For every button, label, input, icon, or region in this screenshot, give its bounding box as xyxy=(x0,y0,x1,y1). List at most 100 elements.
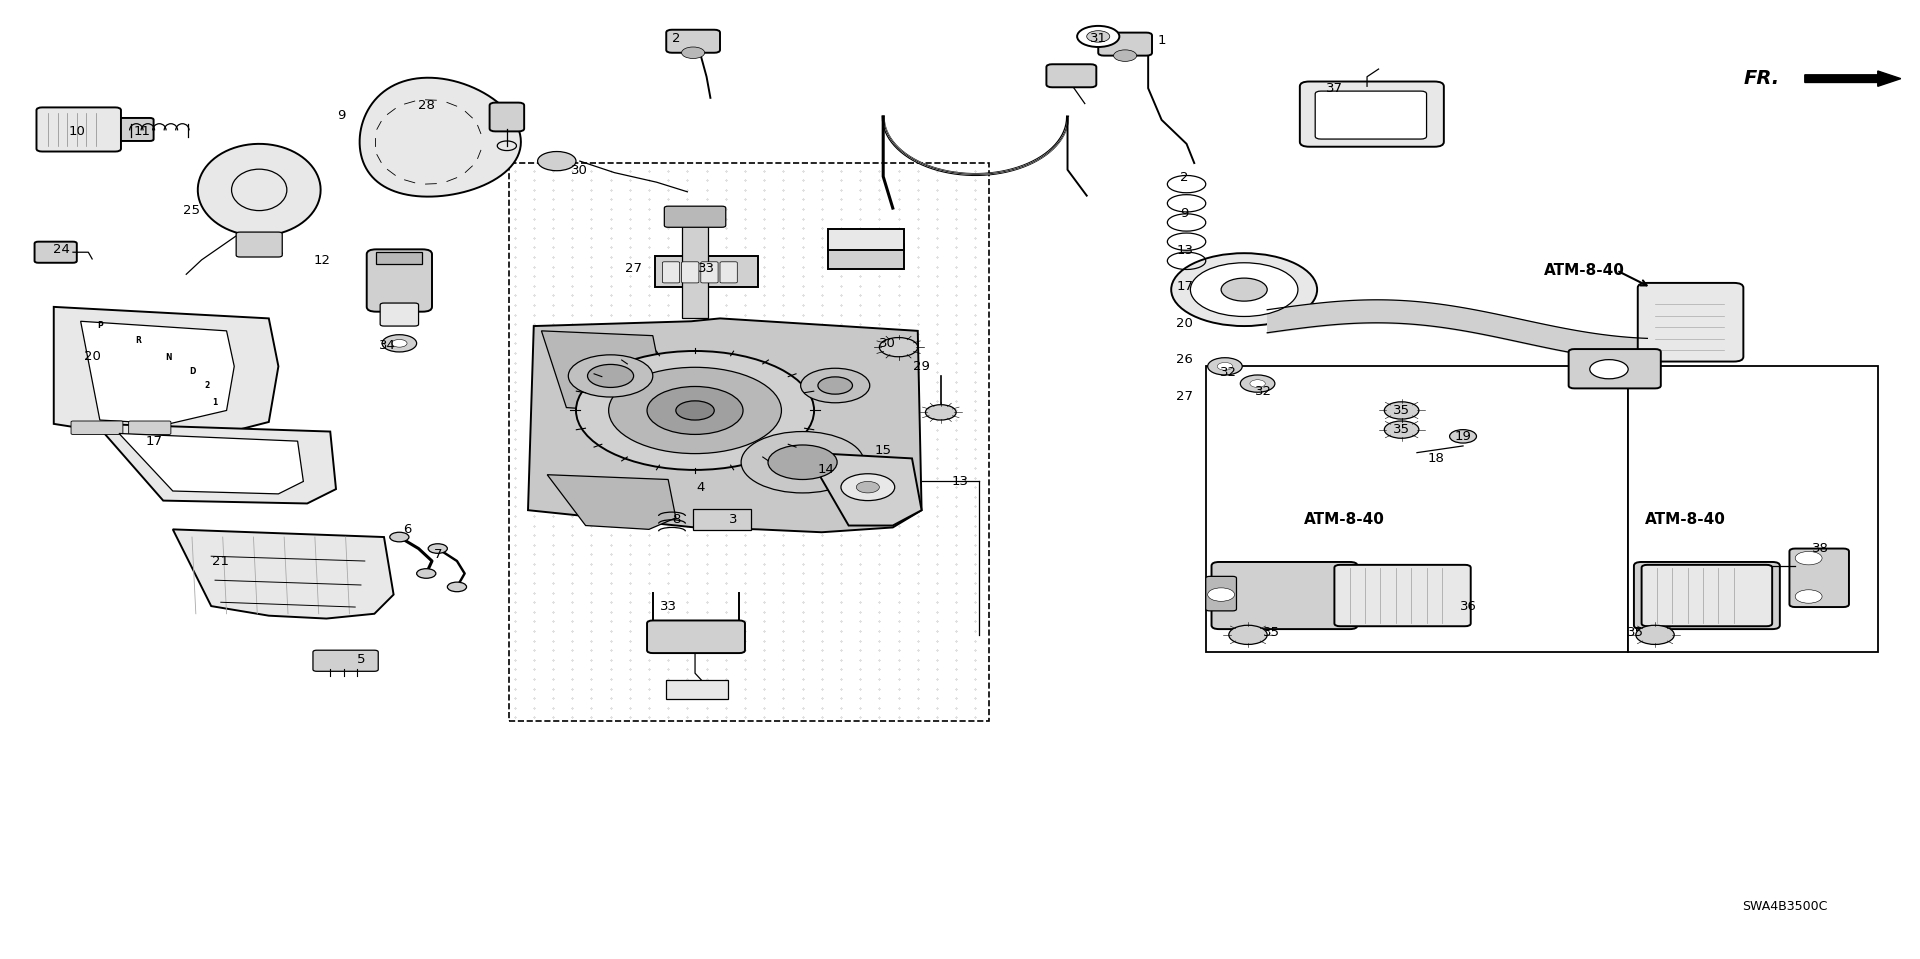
Text: 25: 25 xyxy=(184,204,200,218)
Circle shape xyxy=(568,355,653,397)
FancyBboxPatch shape xyxy=(380,303,419,326)
Polygon shape xyxy=(528,318,922,532)
Polygon shape xyxy=(81,321,234,424)
Text: ATM-8-40: ATM-8-40 xyxy=(1645,512,1726,527)
FancyBboxPatch shape xyxy=(1638,283,1743,362)
Polygon shape xyxy=(173,529,394,619)
Circle shape xyxy=(428,544,447,553)
Circle shape xyxy=(1250,380,1265,387)
Text: 2: 2 xyxy=(1181,171,1188,184)
FancyBboxPatch shape xyxy=(35,242,77,263)
Circle shape xyxy=(1384,402,1419,419)
FancyBboxPatch shape xyxy=(1098,33,1152,56)
Circle shape xyxy=(1114,50,1137,61)
Polygon shape xyxy=(119,433,303,494)
Text: 30: 30 xyxy=(572,164,588,177)
Circle shape xyxy=(676,401,714,420)
Circle shape xyxy=(647,386,743,434)
Text: 12: 12 xyxy=(315,254,330,268)
Text: FR.: FR. xyxy=(1743,69,1780,88)
Text: 6: 6 xyxy=(403,523,411,536)
Circle shape xyxy=(818,377,852,394)
FancyBboxPatch shape xyxy=(36,107,121,152)
Polygon shape xyxy=(198,144,321,236)
Polygon shape xyxy=(1805,71,1901,86)
Circle shape xyxy=(1208,358,1242,375)
Text: 5: 5 xyxy=(357,653,365,667)
Text: 15: 15 xyxy=(876,444,891,457)
Circle shape xyxy=(1384,421,1419,438)
FancyBboxPatch shape xyxy=(313,650,378,671)
FancyBboxPatch shape xyxy=(1206,576,1236,611)
Circle shape xyxy=(741,432,864,493)
Circle shape xyxy=(538,152,576,171)
Text: 9: 9 xyxy=(1181,207,1188,221)
Text: N: N xyxy=(165,353,173,362)
FancyBboxPatch shape xyxy=(666,30,720,53)
Text: 26: 26 xyxy=(1177,353,1192,366)
Text: 35: 35 xyxy=(1628,626,1644,640)
Circle shape xyxy=(1087,31,1110,42)
Polygon shape xyxy=(54,307,278,439)
FancyBboxPatch shape xyxy=(720,262,737,283)
FancyBboxPatch shape xyxy=(666,680,728,699)
Text: 35: 35 xyxy=(1263,626,1279,640)
Text: 8: 8 xyxy=(672,513,680,526)
FancyBboxPatch shape xyxy=(664,206,726,227)
Circle shape xyxy=(447,582,467,592)
FancyBboxPatch shape xyxy=(1212,562,1357,629)
Circle shape xyxy=(1217,363,1233,370)
FancyBboxPatch shape xyxy=(693,509,751,530)
FancyBboxPatch shape xyxy=(647,620,745,653)
Text: 30: 30 xyxy=(879,337,895,350)
Text: 3: 3 xyxy=(730,513,737,526)
Circle shape xyxy=(1079,27,1117,46)
Circle shape xyxy=(382,335,417,352)
FancyBboxPatch shape xyxy=(828,229,904,250)
Text: 14: 14 xyxy=(818,463,833,477)
Circle shape xyxy=(801,368,870,403)
Text: 27: 27 xyxy=(1177,389,1192,403)
FancyBboxPatch shape xyxy=(662,262,680,283)
Circle shape xyxy=(1229,625,1267,644)
Text: 21: 21 xyxy=(213,554,228,568)
Circle shape xyxy=(609,367,781,454)
Polygon shape xyxy=(359,78,520,197)
Circle shape xyxy=(1208,588,1235,601)
Text: 34: 34 xyxy=(380,339,396,352)
Text: 28: 28 xyxy=(419,99,434,112)
Text: ATM-8-40: ATM-8-40 xyxy=(1544,263,1624,278)
FancyBboxPatch shape xyxy=(1642,565,1772,626)
Text: 4: 4 xyxy=(697,480,705,494)
Bar xyxy=(682,222,708,318)
Text: 35: 35 xyxy=(1394,404,1409,417)
FancyBboxPatch shape xyxy=(1789,549,1849,607)
Text: P: P xyxy=(98,321,102,330)
Text: 31: 31 xyxy=(1091,32,1106,45)
FancyBboxPatch shape xyxy=(682,262,699,283)
Text: 13: 13 xyxy=(1177,244,1192,257)
Bar xyxy=(509,163,989,721)
Text: R: R xyxy=(134,337,142,345)
Text: 33: 33 xyxy=(699,262,714,275)
Text: 27: 27 xyxy=(626,262,641,275)
FancyBboxPatch shape xyxy=(828,244,904,269)
Bar xyxy=(1628,366,1878,652)
Text: SWA4B3500C: SWA4B3500C xyxy=(1743,900,1828,913)
Circle shape xyxy=(390,532,409,542)
Text: 9: 9 xyxy=(338,108,346,122)
Text: ATM-8-40: ATM-8-40 xyxy=(1304,512,1384,527)
Circle shape xyxy=(1190,263,1298,316)
Text: 2: 2 xyxy=(672,32,680,45)
Text: D: D xyxy=(188,367,196,376)
Text: 29: 29 xyxy=(914,360,929,373)
Circle shape xyxy=(856,481,879,493)
FancyBboxPatch shape xyxy=(1300,82,1444,147)
Circle shape xyxy=(588,364,634,387)
Polygon shape xyxy=(806,453,922,526)
Bar xyxy=(1206,366,1628,652)
Text: 17: 17 xyxy=(1177,280,1192,293)
Circle shape xyxy=(392,339,407,347)
FancyBboxPatch shape xyxy=(111,118,154,141)
Circle shape xyxy=(1171,253,1317,326)
